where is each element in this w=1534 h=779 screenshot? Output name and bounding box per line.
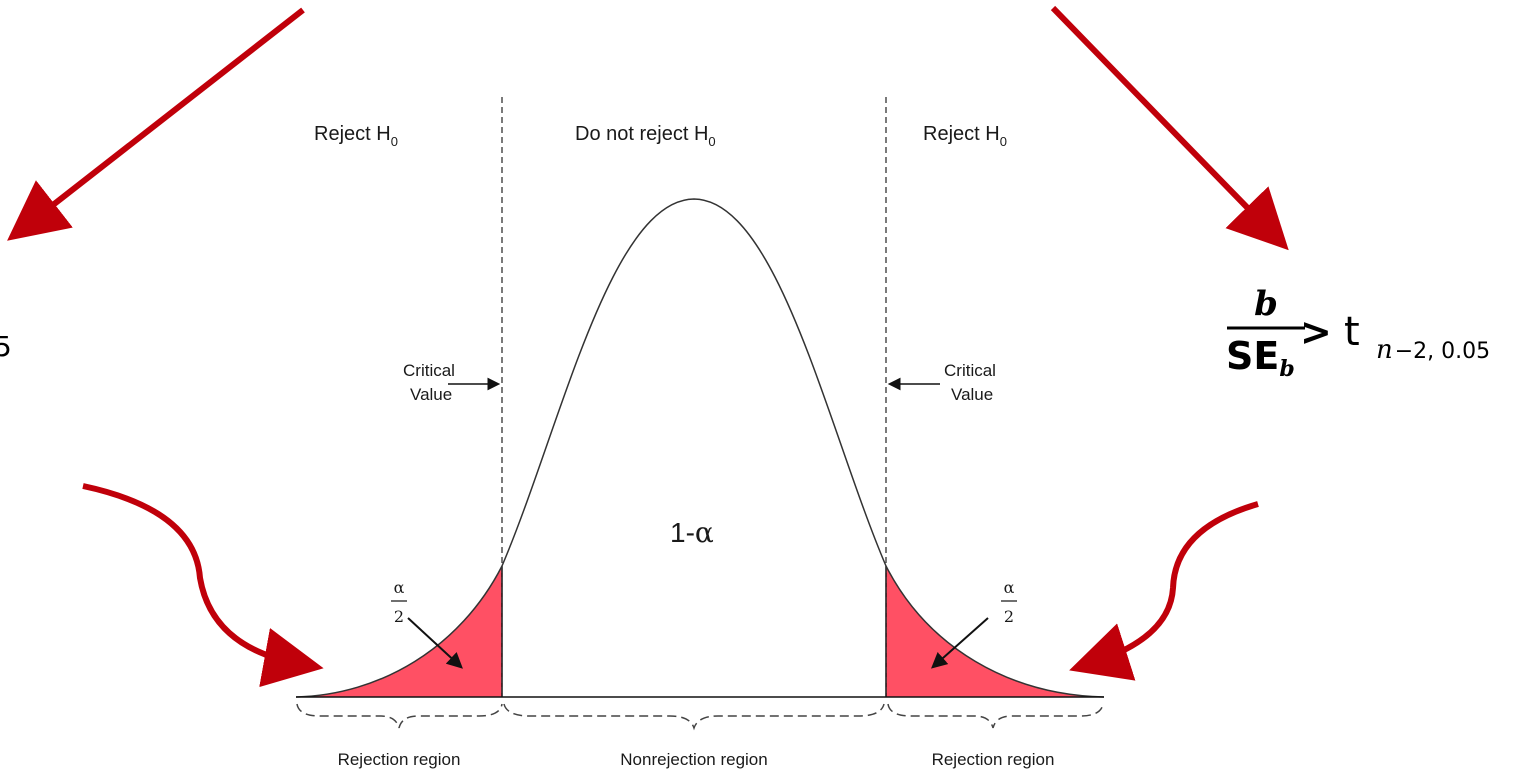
- middle-region-brace: [503, 703, 885, 731]
- right-critical-label-line1: Critical: [944, 361, 996, 380]
- formula-numerator: b: [1254, 284, 1278, 324]
- top-left-red-arrow: [7, 7, 305, 241]
- right-rejection-region-label: Rejection region: [932, 750, 1055, 769]
- center-probability-label: 1-α: [670, 516, 714, 549]
- test-statistic-formula: b SEb > t n−2, 0.05: [1226, 284, 1490, 382]
- right-region-header: Reject H0: [923, 123, 1007, 149]
- right-alpha-arrow: [931, 617, 989, 669]
- right-rejection-tail: [886, 566, 1104, 697]
- left-alpha-denominator: 2: [394, 607, 404, 626]
- right-alpha-numerator: α: [1004, 578, 1015, 597]
- formula-stat: t: [1344, 309, 1360, 355]
- bell-curve: [295, 198, 1105, 698]
- left-curved-red-arrow: [82, 483, 324, 688]
- nonrejection-region-label: Nonrejection region: [620, 750, 767, 769]
- left-alpha-arrow: [407, 617, 463, 669]
- left-region-brace: [296, 703, 503, 729]
- top-right-red-arrow: [1050, 5, 1289, 251]
- left-cutoff-text: 5: [0, 330, 12, 363]
- left-rejection-region-label: Rejection region: [338, 750, 461, 769]
- middle-region-header: Do not reject H0: [575, 123, 716, 149]
- left-alpha-numerator: α: [394, 578, 405, 597]
- right-region-brace: [887, 703, 1104, 729]
- left-region-header: Reject H0: [314, 123, 398, 149]
- right-alpha-denominator: 2: [1004, 607, 1014, 626]
- left-critical-label-line2: Value: [410, 385, 452, 404]
- left-critical-label-line1: Critical: [403, 361, 455, 380]
- formula-denominator: SEb: [1226, 334, 1295, 382]
- right-critical-label-line2: Value: [951, 385, 993, 404]
- formula-df: n−2, 0.05: [1376, 335, 1490, 365]
- formula-operator: >: [1300, 310, 1332, 354]
- right-curved-red-arrow: [1069, 501, 1259, 681]
